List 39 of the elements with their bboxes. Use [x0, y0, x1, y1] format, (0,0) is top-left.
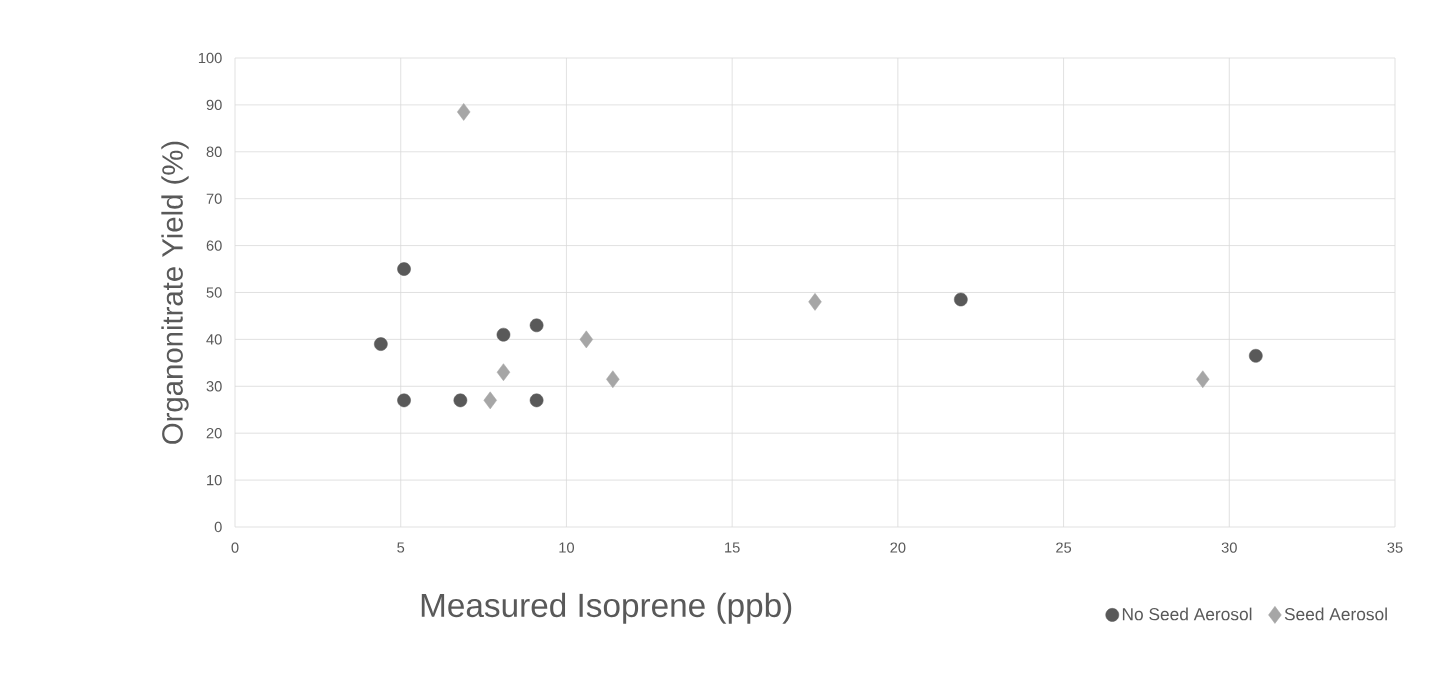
y-axis-title: Organonitrate Yield (%) [161, 141, 189, 444]
x-tick-label: 0 [231, 542, 239, 553]
point [496, 363, 511, 382]
x-tick-label: 15 [725, 542, 740, 553]
x-tick-label: 25 [1056, 542, 1072, 553]
y-tick-label: 80 [206, 146, 222, 157]
y-tick-label: 30 [206, 381, 222, 392]
y-tick-label: 50 [206, 287, 222, 298]
y-tick-label: 90 [206, 99, 222, 111]
point [457, 103, 471, 121]
y-tick-label: 10 [207, 474, 222, 486]
point [954, 292, 968, 307]
y-tick-label: 70 [206, 193, 222, 204]
x-tick-label: 5 [397, 542, 405, 553]
x-axis-title: Measured Isoprene (ppb) [421, 592, 792, 624]
legend-label: No Seed Aerosol [1122, 607, 1252, 621]
y-tick-label: 40 [206, 334, 222, 345]
point [1249, 349, 1263, 363]
point [529, 393, 544, 408]
x-tick-label: 20 [890, 542, 906, 553]
point [529, 318, 544, 333]
point [808, 293, 822, 311]
legend-label: Seed Aerosol [1284, 607, 1387, 621]
x-tick-label: 35 [1387, 542, 1403, 553]
point [374, 337, 388, 351]
point [453, 393, 468, 408]
y-tick-label: 20 [206, 428, 222, 439]
point [1196, 370, 1210, 389]
point [579, 330, 593, 349]
x-tick-label: 10 [559, 542, 574, 553]
y-tick-label: 100 [198, 52, 222, 64]
point [397, 393, 411, 408]
point [496, 327, 511, 342]
x-tick-label: 30 [1221, 542, 1237, 553]
y-tick-label: 60 [206, 240, 222, 251]
point [606, 370, 620, 389]
y-tick-label: 0 [214, 521, 222, 533]
point [483, 391, 497, 410]
point [397, 262, 411, 276]
